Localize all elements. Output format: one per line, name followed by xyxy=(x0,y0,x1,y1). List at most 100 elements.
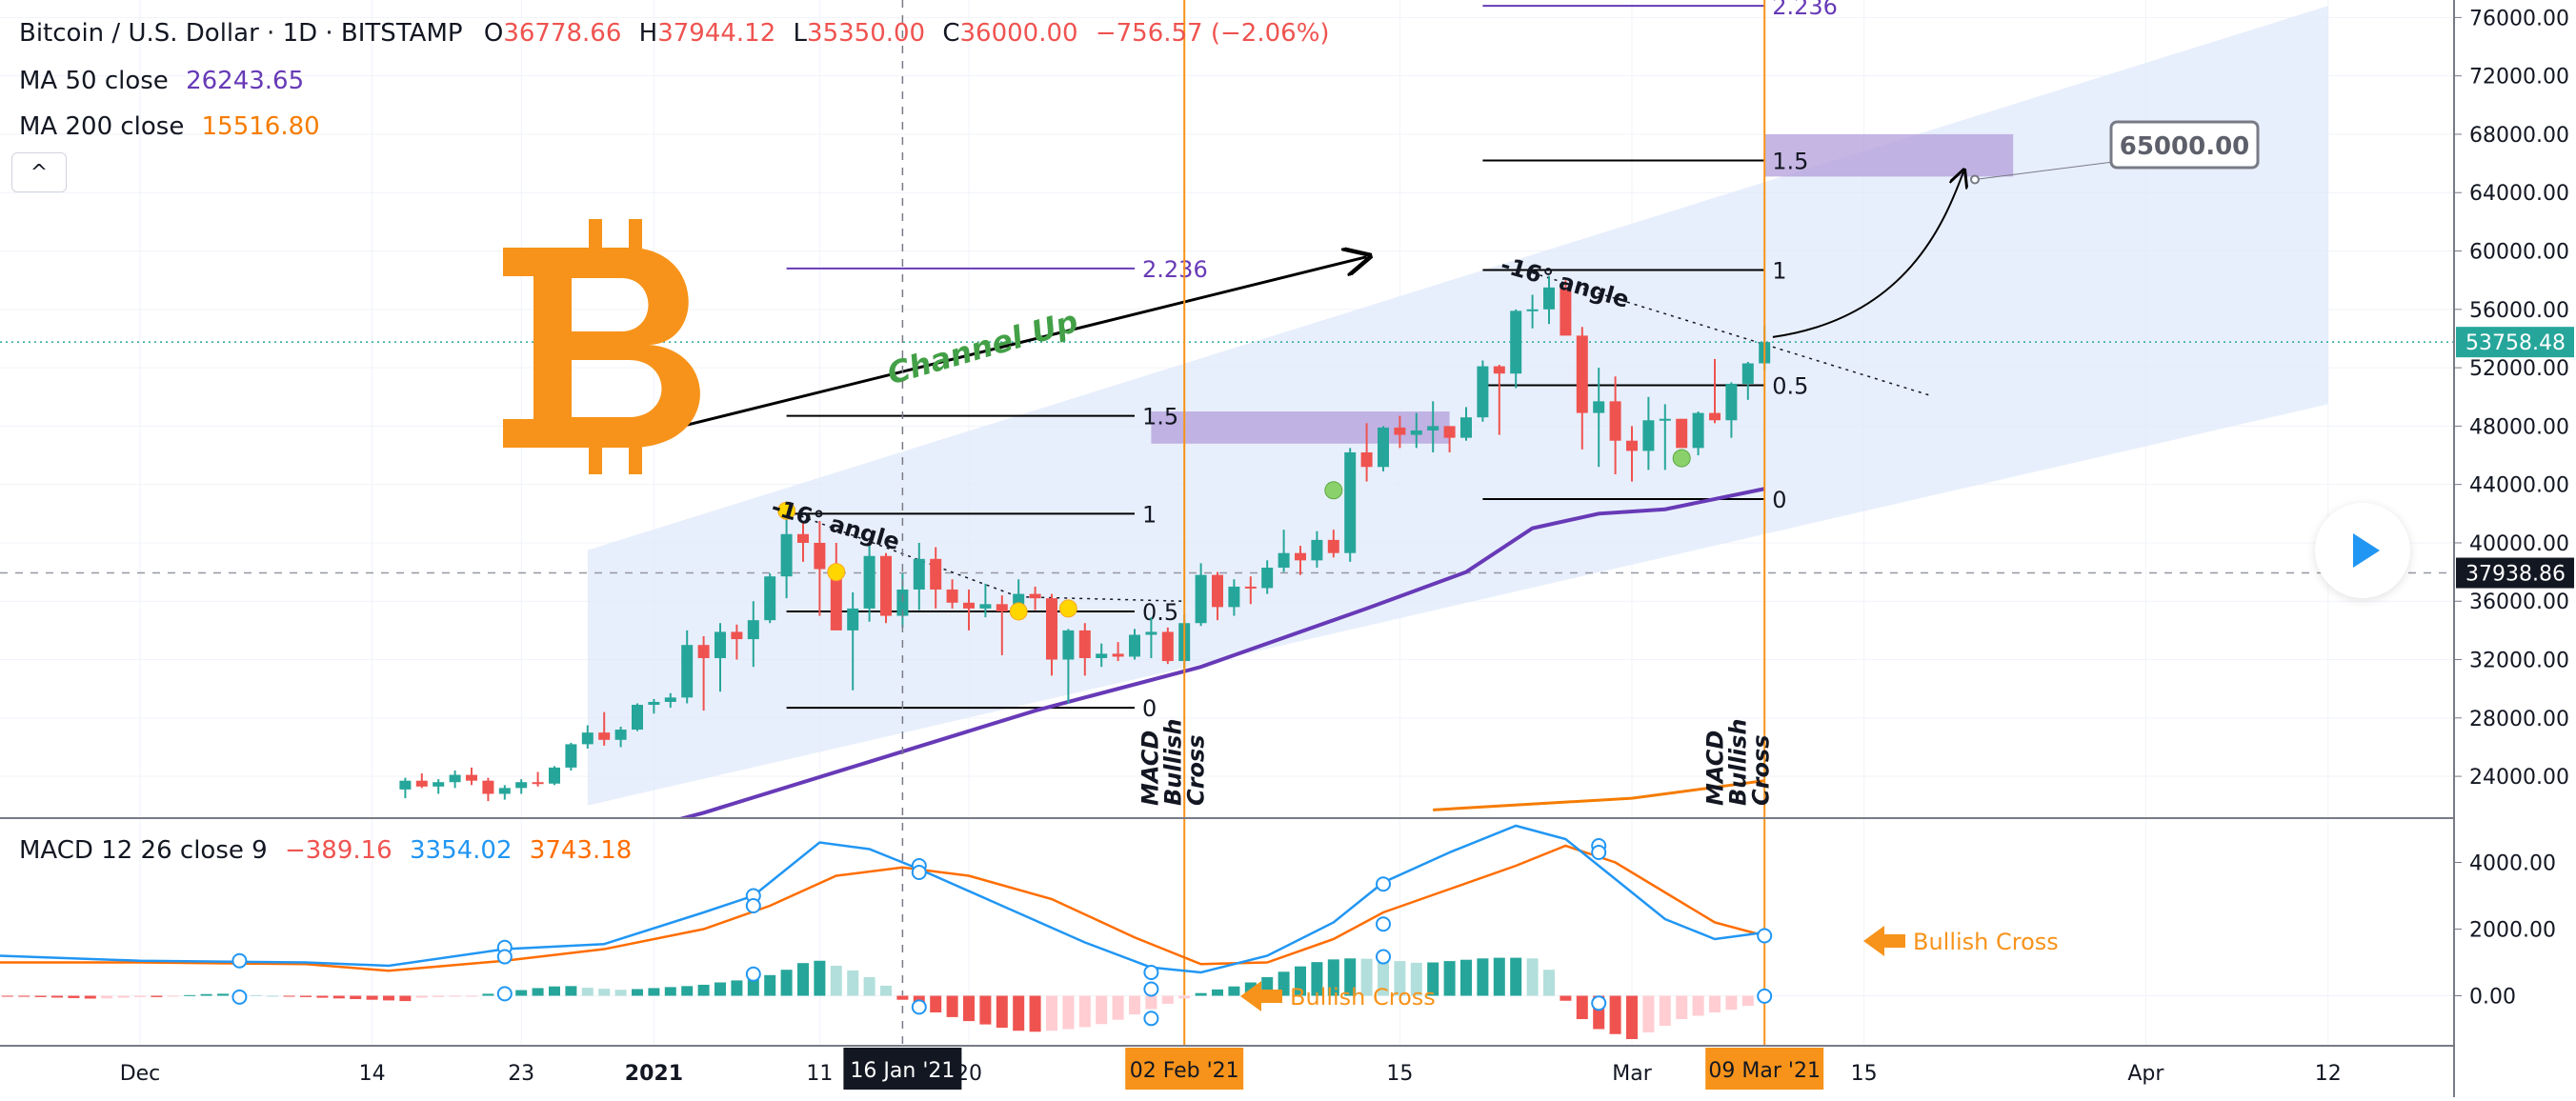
candle-body xyxy=(632,705,643,731)
macd-histogram-bar xyxy=(614,990,627,996)
macd-histogram-bar xyxy=(101,995,113,999)
candle-body xyxy=(1295,552,1306,561)
candle-body xyxy=(1526,309,1539,311)
candle xyxy=(797,522,809,562)
candle xyxy=(1593,368,1605,468)
macd-histogram-bar xyxy=(930,995,942,1012)
candle-body xyxy=(1244,586,1257,589)
candle xyxy=(930,547,942,609)
macd-histogram-bar xyxy=(1,995,13,997)
candle xyxy=(1692,411,1704,456)
candle xyxy=(1741,361,1754,400)
macd-histogram-bar xyxy=(217,993,229,996)
candle xyxy=(714,623,726,692)
macd-histogram-bar xyxy=(764,974,776,996)
candle xyxy=(1460,407,1472,441)
macd-histogram-bar xyxy=(399,995,412,1002)
candle-body xyxy=(1427,426,1439,430)
bitcoin-logo-bar xyxy=(629,440,642,474)
candle xyxy=(764,573,776,624)
macd-histogram-bar xyxy=(1013,995,1025,1031)
macd-histogram-bar xyxy=(1626,995,1638,1039)
candles xyxy=(399,275,1771,802)
current-price-badge-label: 53758.48 xyxy=(2465,331,2566,355)
macd-tick-label: 0.00 xyxy=(2469,986,2516,1010)
channel-up-band xyxy=(587,6,2328,806)
candle xyxy=(515,779,528,794)
candle xyxy=(1443,426,1456,452)
macd-histogram-bar xyxy=(117,995,130,998)
collapse-legend-button[interactable]: ^ xyxy=(11,152,67,192)
candle xyxy=(648,698,660,714)
crosshair-price-badge xyxy=(2456,557,2574,589)
high-label: H xyxy=(638,19,658,48)
macd-histogram-bar xyxy=(996,995,1008,1029)
channel-up-arrow xyxy=(670,257,1367,430)
macd-cross-label-word: MACD xyxy=(1137,731,1163,806)
candle xyxy=(1609,376,1621,474)
candle-body xyxy=(1145,631,1157,635)
candle xyxy=(747,601,759,668)
candle xyxy=(1161,627,1174,665)
candle-body xyxy=(1543,287,1555,310)
candle-body xyxy=(549,767,560,784)
macd-histogram-bar xyxy=(167,995,179,997)
macd-histogram-bar xyxy=(581,988,594,996)
macd-histogram-bar xyxy=(549,986,560,996)
macd-cross-marker xyxy=(1591,845,1607,860)
macd-histogram-bar xyxy=(200,993,212,996)
time-highlight-label: 02 Feb '21 xyxy=(1130,1059,1239,1083)
macd-histogram-bar xyxy=(482,993,494,996)
macd-histogram-bar xyxy=(1692,995,1704,1016)
price-tick-label: 52000.00 xyxy=(2469,357,2569,381)
candle-body xyxy=(963,602,975,609)
candle xyxy=(598,711,611,746)
candle xyxy=(449,770,461,789)
time-tick-label: Apr xyxy=(2127,1062,2164,1086)
macd-label: MACD 12 26 close 9 xyxy=(19,836,268,865)
macd-cross-marker xyxy=(745,966,761,982)
close-value: 36000.00 xyxy=(959,19,1078,48)
bullish-cross-label: Bullish Cross xyxy=(1913,929,2059,955)
candle xyxy=(681,630,694,704)
candle xyxy=(847,592,859,691)
candle-body xyxy=(449,774,461,783)
macd-histogram-bar xyxy=(415,995,428,998)
macd-histogram-bar xyxy=(565,986,577,996)
candle xyxy=(1029,586,1041,611)
candle xyxy=(581,725,594,749)
macd-cross-marker xyxy=(1143,1011,1159,1027)
candle xyxy=(565,742,577,771)
macd-histogram-bar xyxy=(797,963,809,996)
candle xyxy=(1477,360,1489,422)
time-tick-label: Dec xyxy=(120,1062,161,1086)
fib-level-label: 1.5 xyxy=(1772,149,1808,175)
candle xyxy=(731,624,743,660)
fib-level-label: 0.5 xyxy=(1142,599,1178,626)
candle-body xyxy=(1261,568,1274,589)
candle-body xyxy=(1410,430,1422,435)
candle-body xyxy=(681,645,694,698)
macd-histogram-bar xyxy=(332,995,345,999)
candle-body xyxy=(847,608,859,631)
macd-histogram-bar xyxy=(1046,995,1057,1031)
candle xyxy=(1295,546,1306,575)
replay-play-button[interactable] xyxy=(2315,503,2410,598)
candle xyxy=(1062,629,1075,704)
bitcoin-logo xyxy=(503,219,700,474)
macd-histogram-bar xyxy=(1477,958,1489,996)
macd-histogram-bar xyxy=(1709,995,1721,1012)
candle-body xyxy=(1046,598,1057,660)
bullish-cross-annotation-2: Bullish Cross xyxy=(1863,926,2059,956)
candle xyxy=(979,583,992,618)
time-tick-label: 2021 xyxy=(625,1062,683,1086)
pivot-dot-yellow xyxy=(1009,602,1028,621)
fib-level-label: 0.5 xyxy=(1772,372,1808,399)
macd-histogram-bar xyxy=(34,995,47,997)
candle-body xyxy=(797,533,809,543)
macd-histogram-bar xyxy=(151,995,163,997)
candle-body xyxy=(996,604,1008,611)
